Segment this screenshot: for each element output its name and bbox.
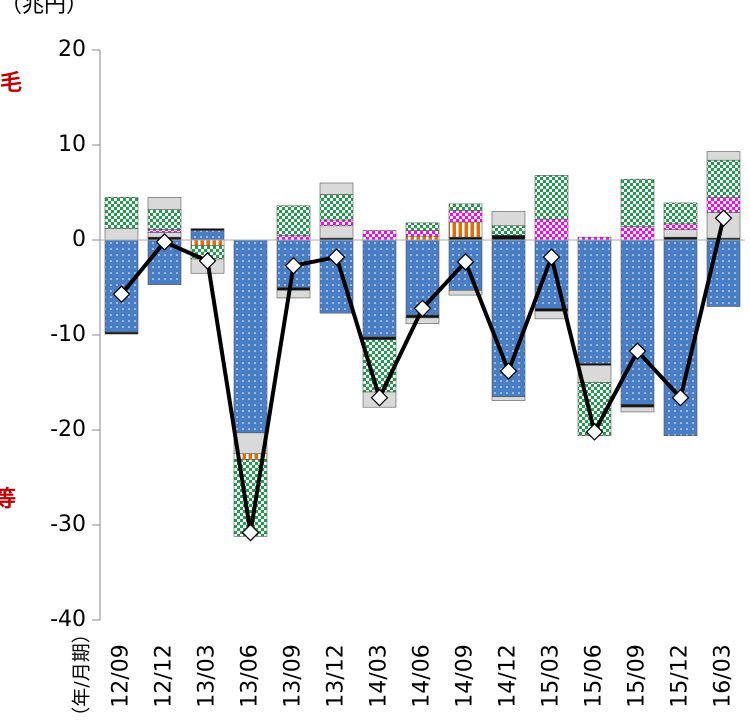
- bar-segment: [620, 406, 655, 413]
- x-tick-label: 14/12: [496, 644, 521, 707]
- bar-segment: [405, 222, 440, 231]
- y-tick-label: 10: [58, 132, 86, 157]
- marker: [456, 253, 475, 271]
- marker: [327, 248, 346, 266]
- y-tick-label: 0: [72, 227, 86, 252]
- marker: [284, 256, 303, 275]
- bar-segment: [362, 230, 397, 241]
- bar-segment: [663, 223, 698, 230]
- bar-segment: [362, 239, 397, 338]
- y-tick-label: -20: [50, 417, 86, 442]
- bar-segment: [190, 230, 225, 241]
- marker: [413, 299, 432, 318]
- annotation: 等: [0, 486, 16, 512]
- marker: [241, 523, 260, 542]
- x-tick-label: 15/12: [668, 644, 693, 707]
- bar-segment: [147, 209, 182, 230]
- bar-segment: [620, 226, 655, 241]
- bar-segment: [319, 239, 354, 314]
- x-tick-label: 13/09: [281, 644, 306, 707]
- marker: [542, 248, 561, 266]
- bar-segment: [448, 221, 483, 238]
- bar-segment: [706, 151, 741, 161]
- x-tick-label: 15/03: [539, 644, 564, 707]
- marker: [112, 285, 131, 303]
- bar-segment: [663, 229, 698, 238]
- bar-segment: [233, 239, 268, 434]
- x-tick-label: 14/09: [453, 644, 478, 707]
- y-tick-label: -40: [50, 607, 86, 632]
- bar-segment: [190, 239, 225, 246]
- bar-segment: [620, 178, 655, 227]
- bar-segment: [104, 196, 139, 229]
- x-tick-label: 14/06: [410, 644, 435, 707]
- bar-segment: [534, 218, 569, 241]
- marker: [671, 388, 690, 407]
- x-tick-label: 15/06: [582, 644, 607, 707]
- marker: [628, 342, 647, 360]
- annotation: 毛: [0, 71, 22, 96]
- bar-segment: [491, 211, 526, 227]
- bar-segment: [362, 336, 397, 341]
- bar-segment: [706, 159, 741, 198]
- bar-segment: [319, 219, 354, 227]
- y-tick-label: -10: [50, 322, 86, 347]
- unit-label: （兆円）: [0, 0, 88, 18]
- bar-segment: [620, 239, 655, 405]
- x-tick-label: 12/09: [109, 644, 134, 707]
- bar-segment: [663, 202, 698, 225]
- x-tick-label: 13/03: [195, 644, 220, 707]
- bar-segment: [577, 239, 612, 364]
- x-axis-label: （年/月期）: [71, 624, 93, 725]
- marker: [370, 388, 389, 407]
- bar-segment: [147, 229, 182, 233]
- marker: [585, 423, 604, 441]
- bar-segment: [104, 228, 139, 241]
- bar-segment: [405, 317, 440, 324]
- bar-segment: [448, 290, 483, 296]
- x-tick-label: 16/03: [711, 644, 736, 707]
- bar-segment: [448, 203, 483, 211]
- x-tick-label: 15/09: [625, 644, 650, 707]
- bar-segment: [405, 235, 440, 241]
- bar-segment: [491, 396, 526, 401]
- bar-segment: [104, 331, 139, 335]
- y-tick-label: -30: [50, 512, 86, 537]
- bar-segment: [319, 182, 354, 195]
- x-tick-label: 14/03: [367, 644, 392, 707]
- bar-segment: [276, 205, 311, 236]
- marker: [155, 233, 174, 251]
- bar-segment: [534, 175, 569, 220]
- bar-segment: [491, 234, 526, 241]
- bar-segment: [276, 287, 311, 291]
- bar-segment: [190, 228, 225, 231]
- y-tick-label: 20: [58, 37, 86, 62]
- bar-segment: [319, 225, 354, 239]
- bar-segment: [620, 404, 655, 408]
- bar-segment: [405, 230, 440, 237]
- bar-segment: [491, 225, 526, 236]
- x-tick-label: 12/12: [152, 644, 177, 707]
- bar-segment: [276, 290, 311, 299]
- bar-segment: [534, 310, 569, 320]
- bar-segment: [448, 210, 483, 223]
- x-tick-label: 13/12: [324, 644, 349, 707]
- marker: [198, 252, 217, 270]
- bar-segment: [147, 196, 182, 210]
- bar-segment: [706, 239, 741, 307]
- x-tick-label: 13/06: [238, 644, 263, 707]
- marker: [499, 362, 518, 380]
- marker: [714, 209, 733, 227]
- bar-segment: [319, 194, 354, 221]
- bar-segment: [276, 234, 311, 241]
